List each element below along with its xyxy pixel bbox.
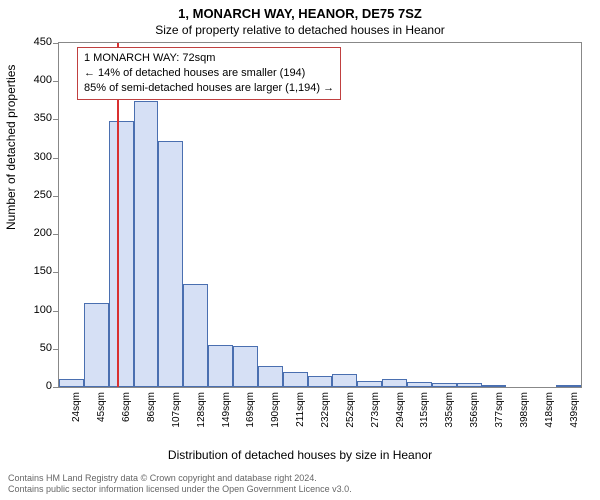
x-tick-label: 66sqm — [121, 392, 132, 442]
x-tick-label: 190sqm — [270, 392, 281, 442]
y-tick-label: 350 — [28, 112, 52, 124]
chart-title-main: 1, MONARCH WAY, HEANOR, DE75 7SZ — [0, 6, 600, 21]
y-tick-mark — [53, 43, 58, 44]
chart-title-sub: Size of property relative to detached ho… — [0, 23, 600, 37]
histogram-bar — [432, 383, 457, 387]
y-tick-mark — [53, 234, 58, 235]
y-tick-mark — [53, 158, 58, 159]
histogram-bar — [283, 372, 308, 387]
y-tick-mark — [53, 272, 58, 273]
histogram-bar — [308, 376, 333, 387]
y-tick-mark — [53, 349, 58, 350]
y-tick-mark — [53, 311, 58, 312]
annotation-line: 85% of semi-detached houses are larger (… — [84, 81, 334, 96]
x-tick-label: 232sqm — [320, 392, 331, 442]
y-tick-mark — [53, 119, 58, 120]
footer-attribution: Contains HM Land Registry data © Crown c… — [8, 473, 352, 496]
plot-area: 1 MONARCH WAY: 72sqm← 14% of detached ho… — [58, 42, 582, 388]
histogram-bar — [258, 366, 283, 387]
x-tick-label: 315sqm — [419, 392, 430, 442]
histogram-bar — [382, 379, 407, 387]
annotation-box: 1 MONARCH WAY: 72sqm← 14% of detached ho… — [77, 47, 341, 100]
x-tick-label: 398sqm — [519, 392, 530, 442]
histogram-bar — [84, 303, 109, 387]
histogram-bar — [556, 385, 581, 387]
histogram-bar — [59, 379, 84, 387]
x-tick-label: 273sqm — [370, 392, 381, 442]
histogram-bar — [407, 382, 432, 387]
x-tick-label: 86sqm — [146, 392, 157, 442]
x-tick-label: 45sqm — [96, 392, 107, 442]
y-tick-mark — [53, 81, 58, 82]
histogram-bar — [233, 346, 258, 387]
x-tick-label: 439sqm — [569, 392, 580, 442]
y-tick-mark — [53, 196, 58, 197]
x-tick-label: 294sqm — [395, 392, 406, 442]
histogram-bar — [208, 345, 233, 387]
footer-line2: Contains public sector information licen… — [8, 484, 352, 496]
footer-line1: Contains HM Land Registry data © Crown c… — [8, 473, 352, 485]
x-tick-label: 377sqm — [494, 392, 505, 442]
x-tick-label: 252sqm — [345, 392, 356, 442]
histogram-bar — [457, 383, 482, 387]
histogram-bar — [183, 284, 208, 387]
x-tick-label: 128sqm — [196, 392, 207, 442]
x-tick-label: 24sqm — [71, 392, 82, 442]
annotation-line: ← 14% of detached houses are smaller (19… — [84, 66, 334, 81]
y-tick-label: 250 — [28, 189, 52, 201]
x-tick-label: 211sqm — [295, 392, 306, 442]
x-tick-label: 107sqm — [171, 392, 182, 442]
histogram-bar — [332, 374, 357, 387]
histogram-bar — [134, 101, 159, 387]
histogram-bar — [482, 385, 507, 387]
y-tick-label: 300 — [28, 151, 52, 163]
x-tick-label: 149sqm — [221, 392, 232, 442]
histogram-bar — [109, 121, 134, 387]
x-tick-label: 356sqm — [469, 392, 480, 442]
x-axis-label: Distribution of detached houses by size … — [0, 448, 600, 462]
y-tick-mark — [53, 387, 58, 388]
y-tick-label: 100 — [28, 304, 52, 316]
y-tick-label: 50 — [28, 342, 52, 354]
y-tick-label: 0 — [28, 380, 52, 392]
x-tick-label: 418sqm — [544, 392, 555, 442]
annotation-line: 1 MONARCH WAY: 72sqm — [84, 51, 334, 66]
histogram-bar — [357, 381, 382, 387]
y-tick-label: 450 — [28, 36, 52, 48]
y-tick-label: 400 — [28, 74, 52, 86]
histogram-bar — [158, 141, 183, 387]
y-tick-label: 200 — [28, 227, 52, 239]
y-axis-label: Number of detached properties — [4, 65, 18, 230]
y-tick-label: 150 — [28, 265, 52, 277]
x-tick-label: 335sqm — [444, 392, 455, 442]
x-tick-label: 169sqm — [245, 392, 256, 442]
